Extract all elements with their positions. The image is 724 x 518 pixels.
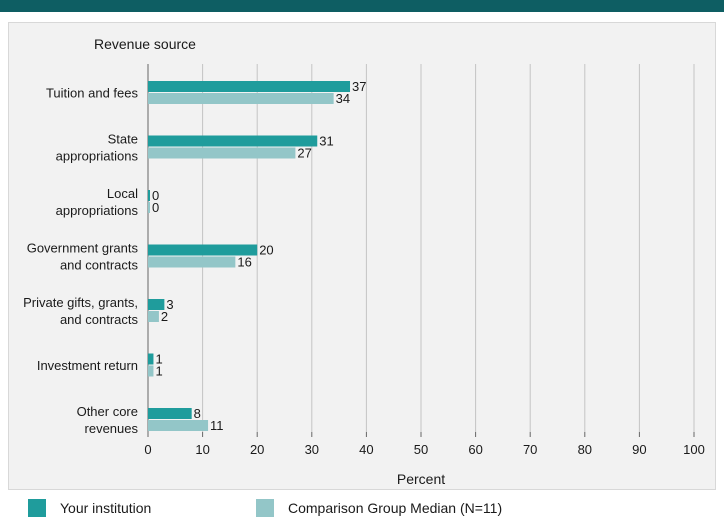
bar-value-label: 0 <box>152 188 159 203</box>
category-label: appropriations <box>56 203 139 218</box>
category-label: Government grants <box>27 241 139 256</box>
bar-value-label: 27 <box>297 146 311 161</box>
bar <box>148 408 192 419</box>
legend-label: Comparison Group Median (N=11) <box>288 500 503 516</box>
x-tick-label: 10 <box>195 442 209 457</box>
bar <box>148 81 351 92</box>
bar-value-label: 31 <box>319 134 333 149</box>
legend-item-your-institution: Your institution <box>28 498 151 518</box>
category-label: appropriations <box>56 149 139 164</box>
bar-value-label: 34 <box>336 91 350 106</box>
category-label: and contracts <box>60 258 139 273</box>
bar-value-label: 1 <box>155 364 162 379</box>
bar <box>148 93 334 104</box>
bar <box>148 420 209 431</box>
x-tick-label: 60 <box>468 442 482 457</box>
bar-value-label: 37 <box>352 79 366 94</box>
chart-title: Revenue source <box>94 36 196 52</box>
bar <box>148 299 165 310</box>
legend-swatch <box>28 499 46 517</box>
x-tick-label: 30 <box>305 442 319 457</box>
category-label: Other core <box>77 404 138 419</box>
x-tick-label: 100 <box>683 442 705 457</box>
bar <box>148 202 150 213</box>
category-label: Tuition and fees <box>46 86 139 101</box>
bar-value-label: 11 <box>210 418 224 433</box>
bar <box>148 256 236 268</box>
x-tick-label: 70 <box>523 442 537 457</box>
x-tick-label: 90 <box>632 442 646 457</box>
bar <box>148 135 318 147</box>
category-labels: Tuition and fees State appropriations Local… <box>23 86 138 437</box>
bar <box>148 365 154 377</box>
bar <box>148 190 150 201</box>
bar-value-label: 2 <box>161 309 168 324</box>
bar-value-label: 0 <box>152 200 159 215</box>
bar <box>148 147 296 159</box>
bar <box>148 244 258 256</box>
header-bar <box>0 0 724 12</box>
bar-value-label: 3 <box>166 297 173 312</box>
category-label: Private gifts, grants, <box>23 295 138 310</box>
category-label: State <box>108 132 138 147</box>
bar-value-label: 20 <box>259 243 273 258</box>
x-axis-label: Percent <box>397 471 445 487</box>
bar <box>148 311 159 322</box>
legend-label: Your institution <box>60 500 152 516</box>
x-tick-label: 80 <box>578 442 592 457</box>
category-label: revenues <box>85 421 139 436</box>
bar-value-label: 16 <box>237 255 251 270</box>
category-label: Investment return <box>37 358 138 373</box>
category-label: Local <box>107 186 138 201</box>
chart-panel <box>8 22 716 490</box>
category-label: and contracts <box>60 312 139 327</box>
x-tick-label: 20 <box>250 442 264 457</box>
legend-item-comparison-median: Comparison Group Median (N=11) <box>256 498 502 518</box>
x-tick-label: 40 <box>359 442 373 457</box>
bar-value-label: 8 <box>194 406 201 421</box>
x-tick-label: 50 <box>414 442 428 457</box>
x-tick-label: 0 <box>144 442 151 457</box>
legend-swatch <box>256 499 274 517</box>
bar-value-label: 1 <box>155 352 162 367</box>
gridlines <box>147 64 695 432</box>
bar <box>148 353 154 365</box>
x-axis-ticks: 0 10 20 30 40 50 60 70 80 90 100 <box>144 432 705 457</box>
